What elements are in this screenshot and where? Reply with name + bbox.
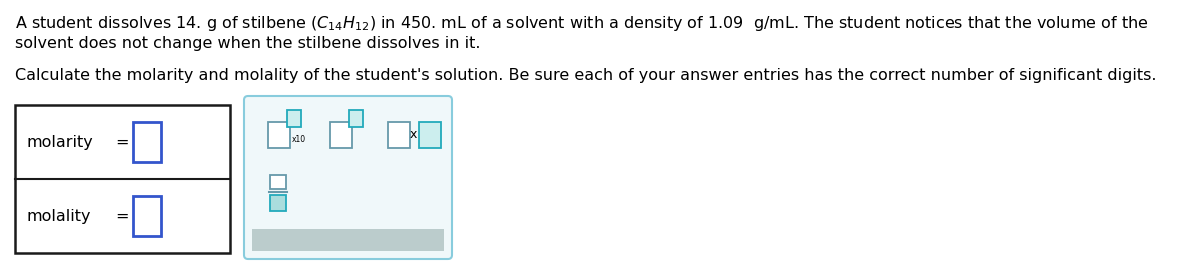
- Text: Calculate the molarity and molality of the student's solution. Be sure each of y: Calculate the molarity and molality of t…: [14, 68, 1157, 83]
- Text: A student dissolves 14. g of stilbene $(C_{14}H_{12})$ in 450. mL of a solvent w: A student dissolves 14. g of stilbene $(…: [14, 14, 1148, 33]
- Text: x: x: [409, 129, 416, 142]
- Bar: [419, 122, 442, 148]
- FancyBboxPatch shape: [244, 96, 452, 259]
- Text: =: =: [115, 135, 128, 149]
- Bar: [388, 122, 410, 148]
- Text: solvent does not change when the stilbene dissolves in it.: solvent does not change when the stilben…: [14, 36, 480, 51]
- Bar: [252, 229, 444, 251]
- Text: x10: x10: [292, 135, 306, 144]
- Bar: [349, 110, 364, 127]
- Bar: [268, 122, 290, 148]
- Bar: [270, 175, 286, 189]
- Bar: [287, 110, 301, 127]
- Bar: [270, 195, 286, 211]
- Bar: [330, 122, 352, 148]
- Text: molality: molality: [28, 209, 91, 223]
- Bar: [133, 122, 161, 162]
- Bar: [133, 196, 161, 236]
- Text: =: =: [115, 209, 128, 223]
- Bar: [14, 105, 230, 253]
- Text: molarity: molarity: [28, 135, 94, 149]
